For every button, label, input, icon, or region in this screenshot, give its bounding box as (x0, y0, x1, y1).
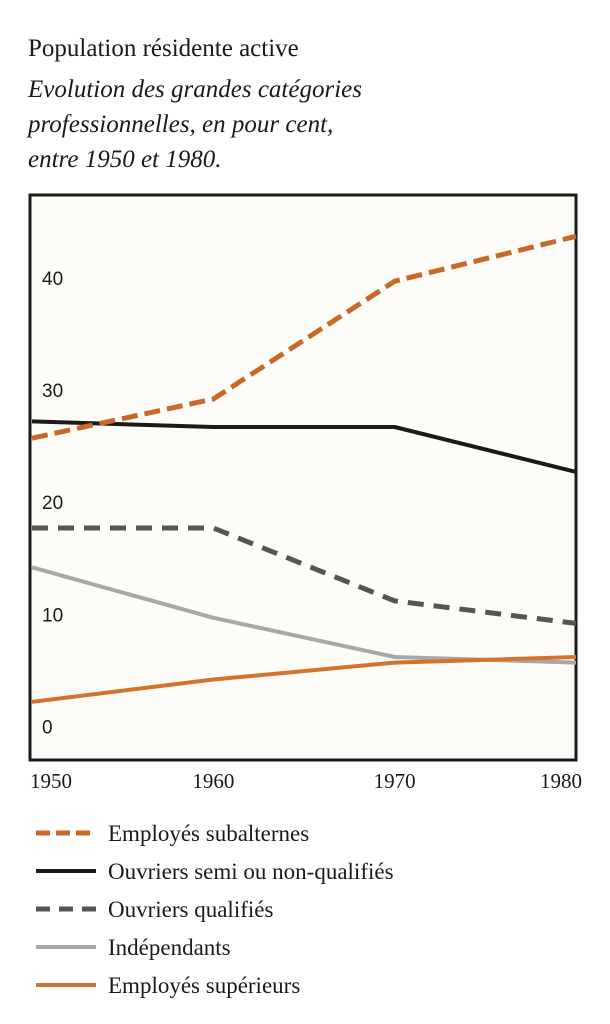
subtitle-line: entre 1950 et 1980. (28, 146, 222, 173)
legend-label: Employés supérieurs (108, 973, 300, 998)
legend-label: Ouvriers qualifiés (108, 897, 273, 922)
x-axis-ticks: 1950 1960 1970 1980 (30, 769, 582, 793)
y-tick-label: 0 (42, 718, 53, 739)
y-tick-label: 10 (42, 605, 63, 626)
legend-label: Indépendants (108, 935, 231, 960)
series-line (31, 419, 577, 474)
series-line (31, 655, 577, 704)
series-line (32, 525, 577, 626)
series-lines (31, 233, 577, 704)
y-axis-ticks: 0 10 20 30 40 (42, 269, 63, 739)
legend: Employés subalternes Ouvriers semi ou non… (36, 821, 394, 998)
x-tick-label: 1970 (374, 769, 416, 793)
x-tick-label: 1950 (30, 769, 72, 793)
series-line (31, 233, 577, 441)
legend-label: Employés subalternes (108, 821, 309, 846)
subtitle-line: professionnelles, en pour cent, (28, 111, 334, 138)
plot-frame (28, 193, 578, 762)
legend-label: Ouvriers semi ou non-qualifiés (108, 859, 394, 884)
subtitle-line: Evolution des grandes catégories (28, 76, 362, 103)
y-tick-label: 20 (42, 493, 63, 514)
y-tick-label: 40 (42, 269, 63, 290)
x-tick-label: 1980 (540, 769, 582, 793)
y-tick-label: 30 (42, 381, 63, 402)
chart-subtitle: Evolution des grandes catégories profess… (28, 72, 588, 177)
x-tick-label: 1960 (192, 769, 234, 793)
chart-title: Population résidente active (28, 35, 299, 62)
